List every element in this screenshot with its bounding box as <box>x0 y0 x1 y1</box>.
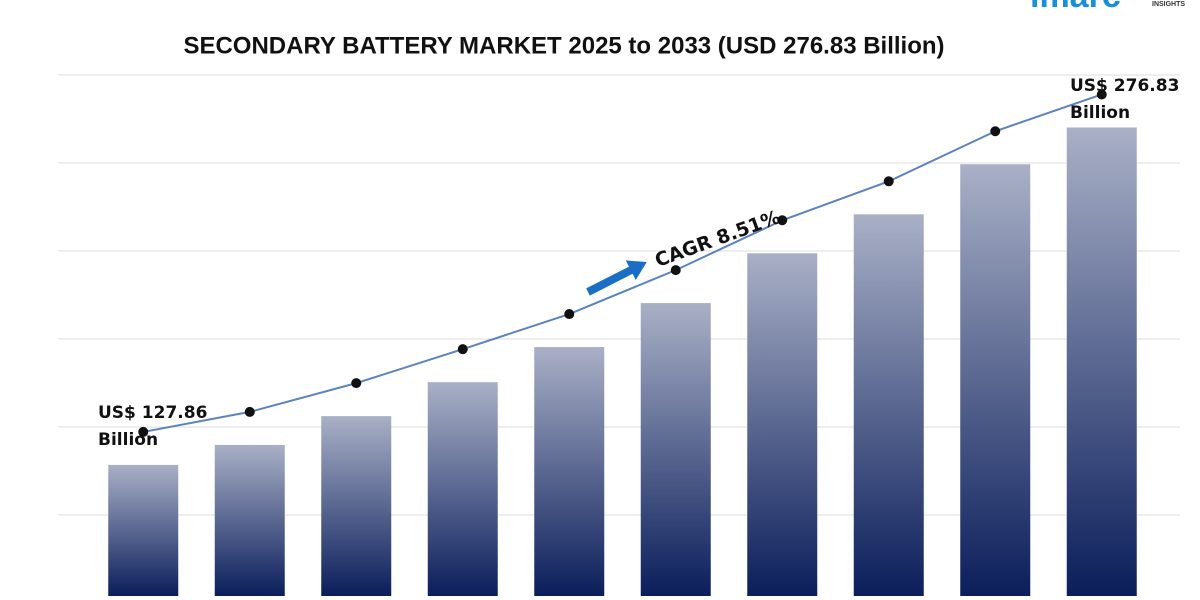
bar <box>640 303 711 596</box>
arrow-head <box>625 260 647 281</box>
bar <box>747 253 818 596</box>
trend-point <box>883 176 894 187</box>
trend-point <box>670 265 681 276</box>
cagr-arrow <box>586 260 647 296</box>
trend-point <box>138 426 149 437</box>
arrow-shaft <box>586 265 635 296</box>
bar <box>427 382 498 596</box>
bar <box>534 347 605 596</box>
start-label: US$ 127.86 <box>98 403 207 423</box>
trend-point <box>564 309 575 320</box>
bar <box>853 214 924 597</box>
bar <box>1066 127 1137 597</box>
end-label: US$ 276.83 <box>1070 76 1179 96</box>
start-label: Billion <box>98 430 158 450</box>
logo-subtext: INSIGHTS <box>1152 1 1185 8</box>
trend-point <box>351 378 362 389</box>
bar <box>321 416 392 596</box>
bar <box>214 444 285 596</box>
trend-point <box>244 406 255 417</box>
logo: imarc <box>1030 0 1121 15</box>
bar <box>108 464 179 596</box>
trend-point <box>457 344 468 355</box>
trend-point <box>777 215 788 226</box>
trend-line <box>143 93 1103 433</box>
trend-point <box>990 126 1001 137</box>
end-label: Billion <box>1070 103 1130 123</box>
chart-title: SECONDARY BATTERY MARKET 2025 to 2033 (U… <box>183 32 944 59</box>
trend-point <box>1096 89 1107 100</box>
bar <box>960 164 1031 596</box>
